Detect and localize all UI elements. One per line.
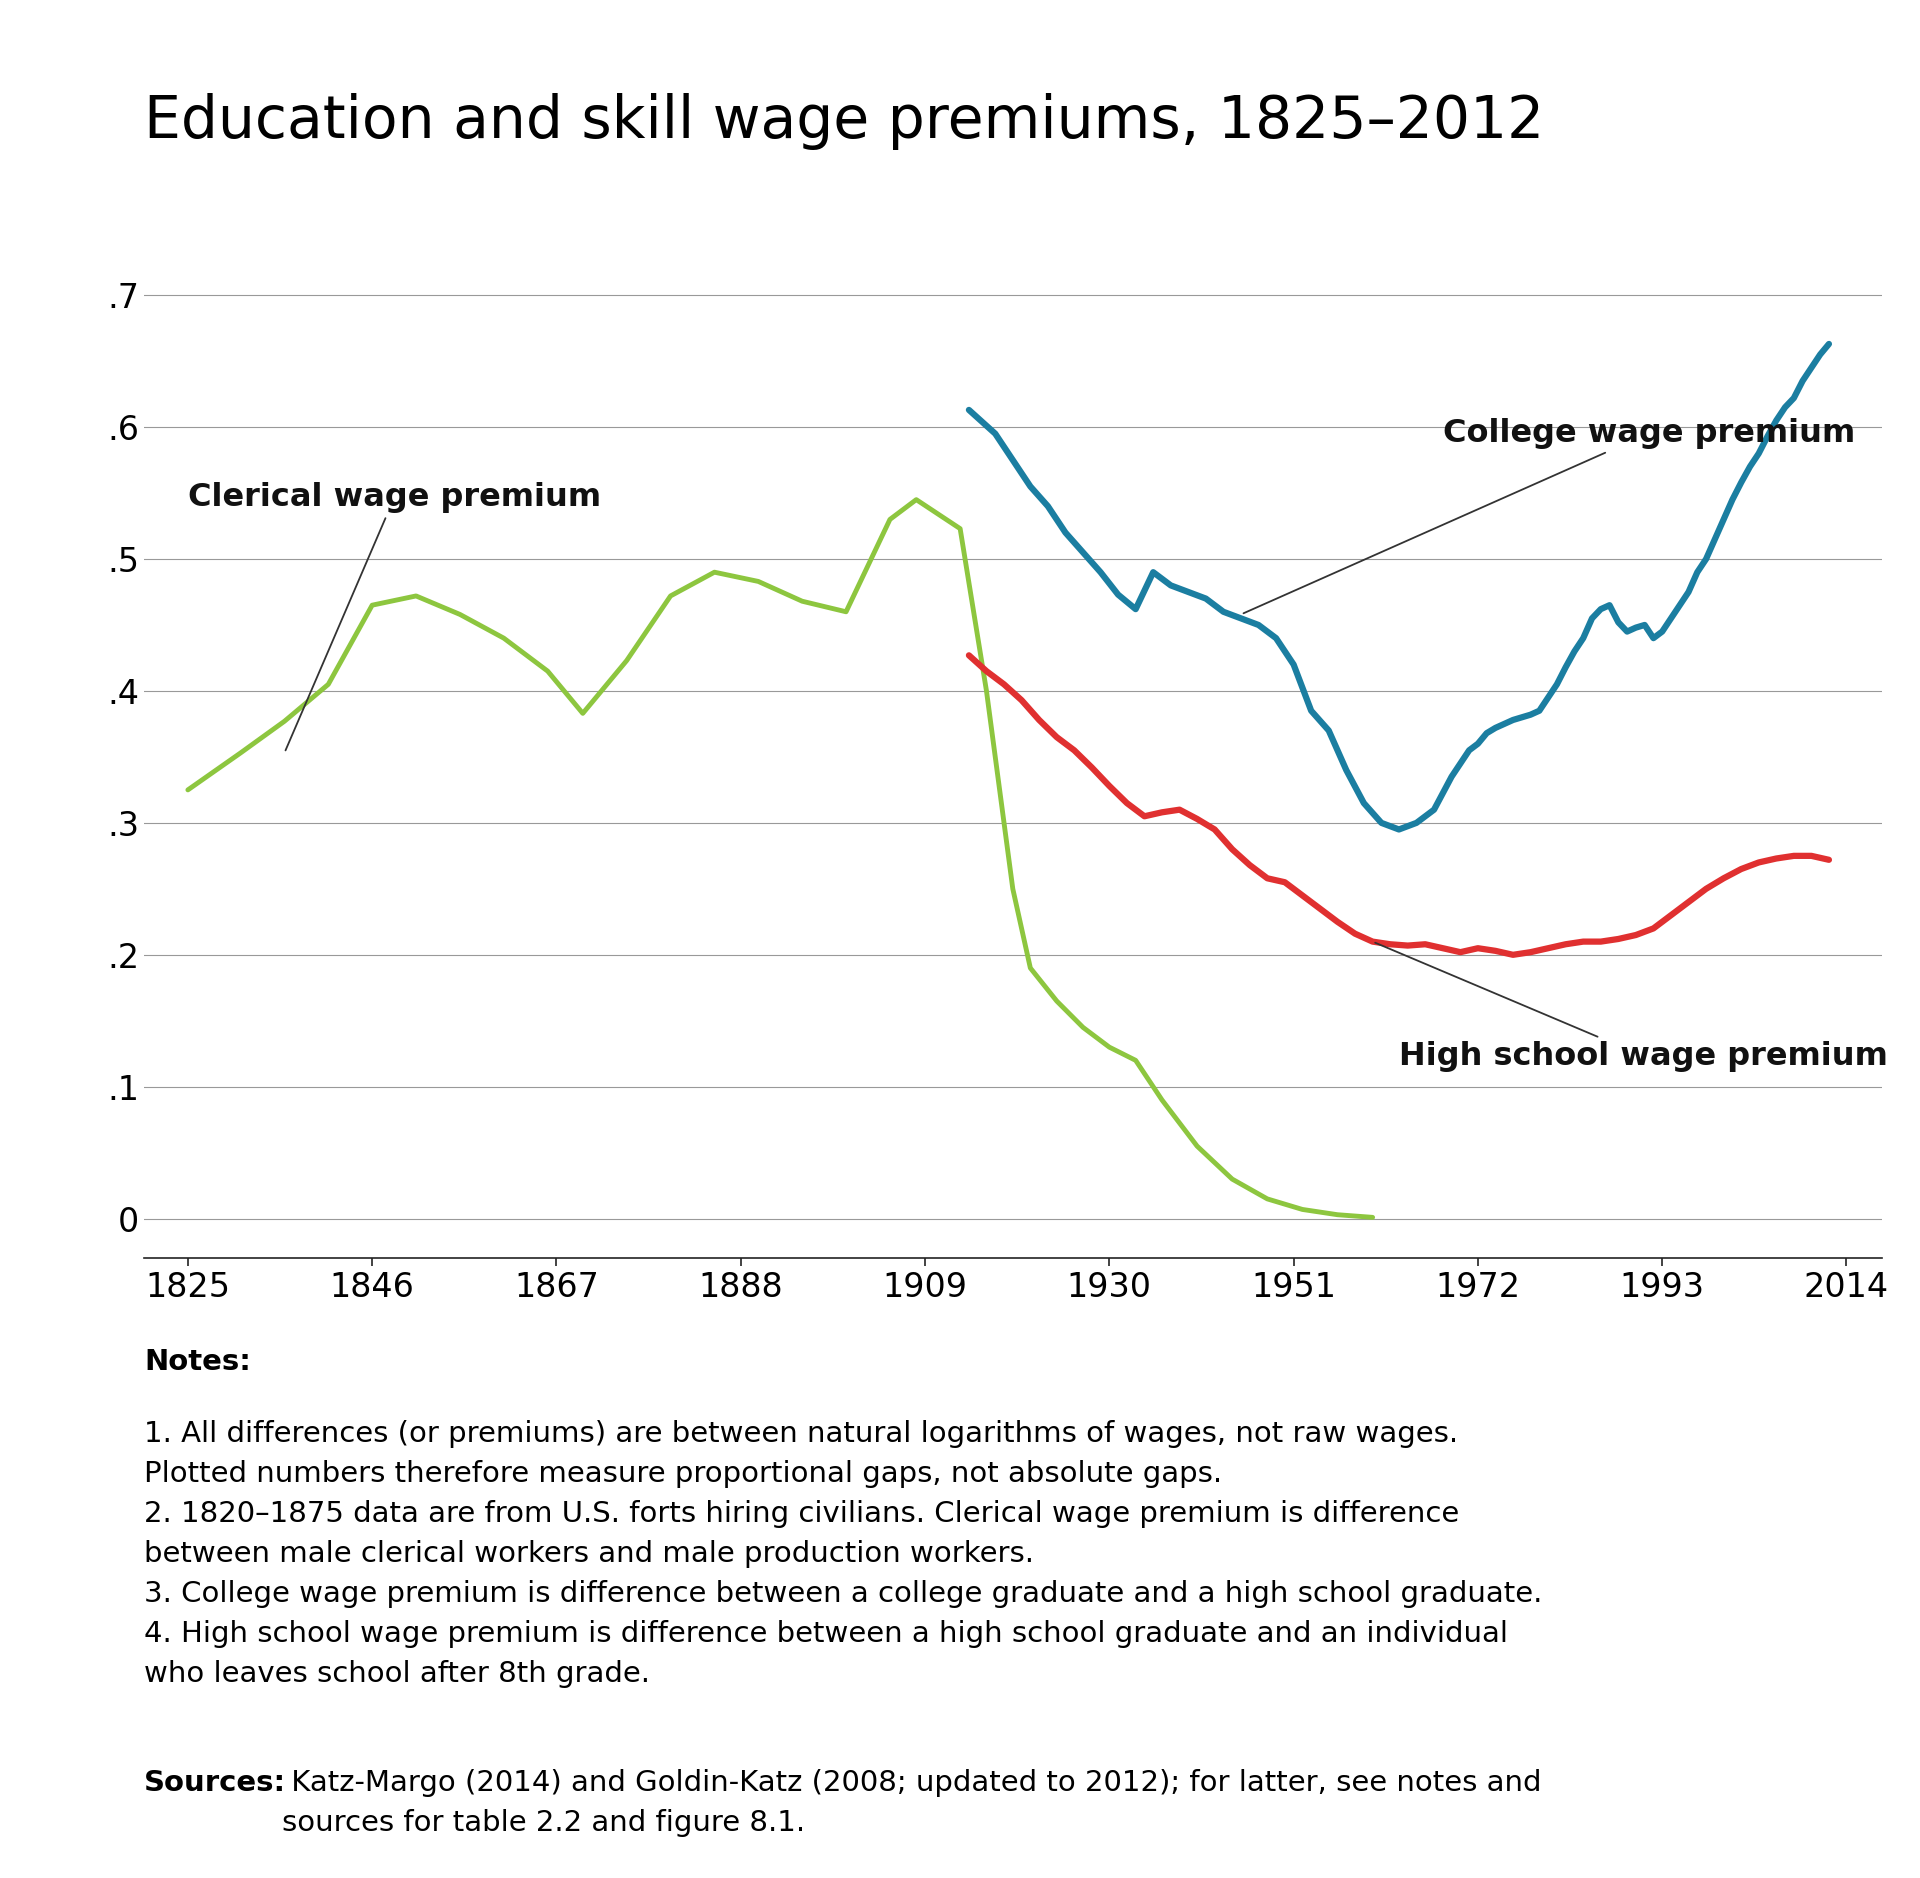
Text: Education and skill wage premiums, 1825–2012: Education and skill wage premiums, 1825–… — [144, 94, 1544, 150]
Text: College wage premium: College wage premium — [1244, 417, 1855, 614]
Text: Notes:: Notes: — [144, 1348, 252, 1377]
Text: High school wage premium: High school wage premium — [1375, 943, 1887, 1072]
Text: 1. All differences (or premiums) are between natural logarithms of wages, not ra: 1. All differences (or premiums) are bet… — [144, 1420, 1542, 1688]
Text: Katz-Margo (2014) and Goldin-Katz (2008; updated to 2012); for latter, see notes: Katz-Margo (2014) and Goldin-Katz (2008;… — [282, 1769, 1542, 1837]
Text: Sources:: Sources: — [144, 1769, 286, 1797]
Text: Clerical wage premium: Clerical wage premium — [188, 483, 601, 751]
